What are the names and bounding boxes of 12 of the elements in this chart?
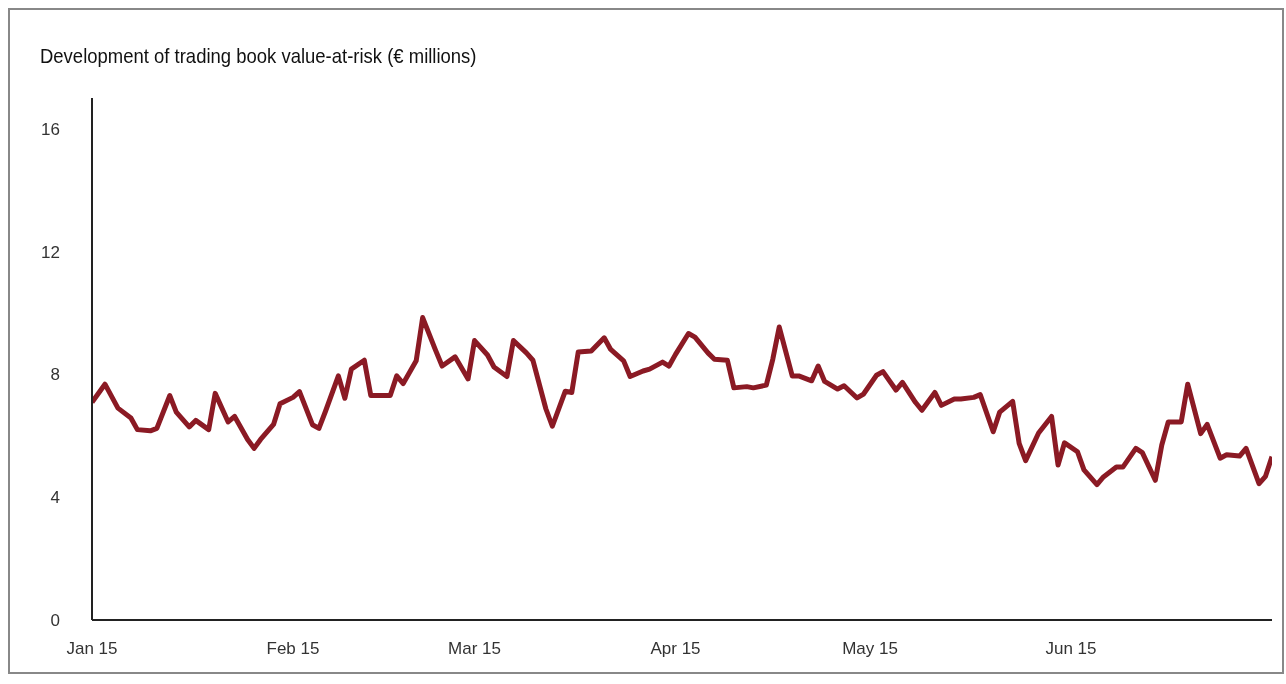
x-tick-label: Feb 15	[266, 639, 320, 659]
y-tick-label: 16	[41, 119, 60, 139]
y-tick-label: 8	[50, 365, 60, 385]
y-tick-label: 0	[50, 611, 60, 631]
x-tick-label: May 15	[842, 639, 898, 659]
chart-title: Development of trading book value-at-risk (€ millions)	[40, 44, 477, 68]
x-tick-label: Jan 15	[66, 639, 118, 659]
y-tick-label: 4	[50, 488, 60, 508]
x-tick-label: Mar 15	[448, 639, 501, 659]
x-tick-label: Jun 15	[1045, 639, 1097, 659]
x-tick-label: Apr 15	[650, 639, 701, 659]
y-tick-label: 12	[41, 242, 60, 262]
